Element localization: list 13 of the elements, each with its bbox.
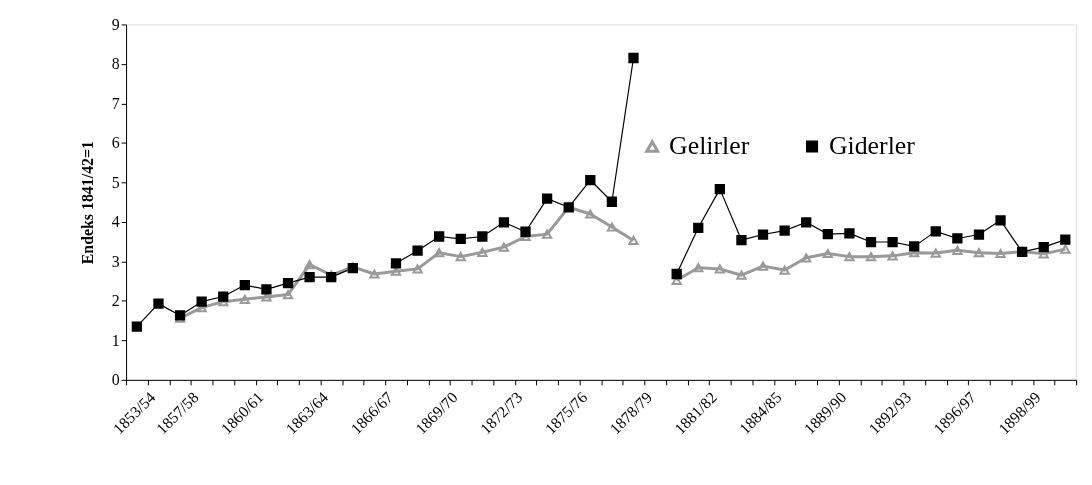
y-tick-label: 7: [111, 94, 120, 112]
legend-label: Gelirler: [669, 131, 750, 161]
y-tick-label: 3: [111, 252, 120, 270]
y-axis-title: Endeks 1841/42=1: [78, 140, 96, 265]
y-tick-label: 6: [111, 134, 120, 152]
y-tick-label: 1: [111, 331, 120, 349]
legend-label: Giderler: [828, 131, 916, 161]
y-tick-label: 5: [111, 173, 120, 191]
y-tick-label: 9: [111, 15, 120, 33]
y-tick-label: 0: [111, 371, 120, 389]
y-tick-label: 8: [111, 55, 120, 73]
y-tick-label: 4: [111, 213, 120, 231]
y-tick-label: 2: [111, 292, 120, 310]
